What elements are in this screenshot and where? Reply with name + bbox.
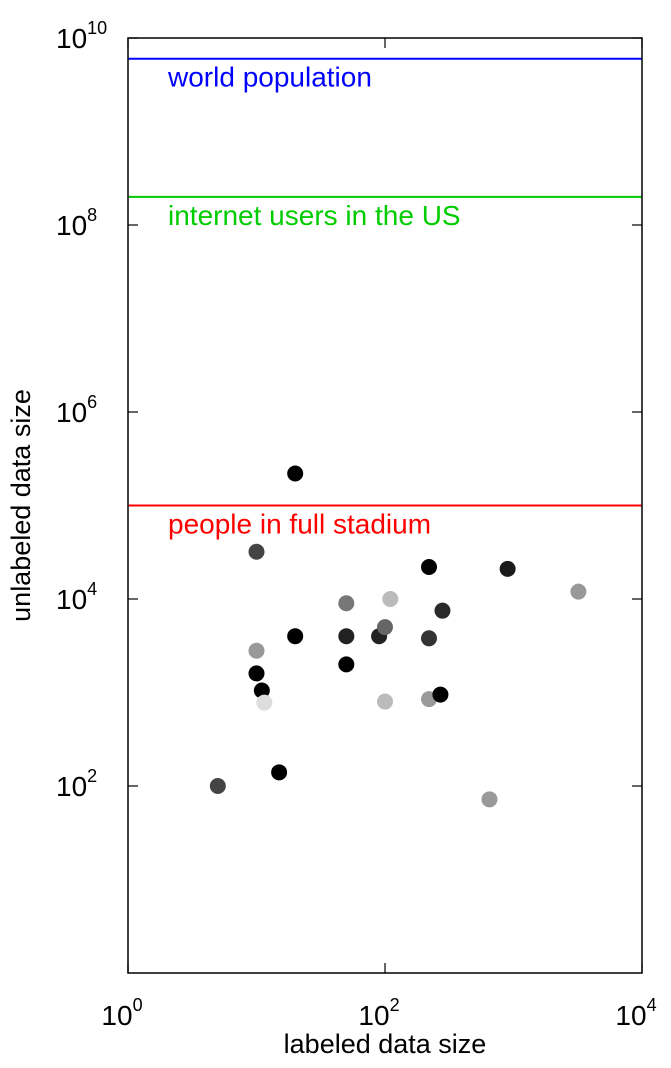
data-point	[209, 778, 226, 794]
data-point	[481, 791, 498, 808]
data-point	[248, 642, 265, 659]
reference-line-label: internet users in the US	[168, 200, 461, 231]
y-axis-ticks: 102 104 106 108 1010	[56, 18, 642, 802]
data-point	[377, 693, 393, 710]
x-axis-ticks: 100 102 104	[101, 38, 657, 1031]
data-point	[338, 595, 355, 612]
data-point	[338, 628, 355, 645]
data-points	[209, 465, 587, 808]
data-point	[382, 591, 399, 607]
reference-lines: world population internet users in the US…	[128, 57, 642, 540]
y-tick-label: 102	[56, 766, 97, 802]
x-tick-label: 104	[615, 995, 656, 1031]
x-tick-label: 100	[101, 995, 142, 1031]
data-point	[570, 583, 587, 600]
data-point	[271, 764, 288, 781]
data-point	[377, 619, 393, 636]
data-point	[421, 630, 438, 647]
data-point	[287, 465, 304, 482]
data-point	[432, 686, 449, 703]
data-point	[253, 682, 270, 699]
reference-line-label: world population	[167, 62, 372, 93]
x-tick-label: 102	[358, 995, 399, 1031]
y-tick-label: 1010	[56, 18, 107, 54]
data-point	[421, 558, 438, 575]
data-point	[338, 656, 355, 673]
y-tick-label: 108	[56, 205, 97, 241]
data-point	[287, 628, 304, 645]
data-point	[248, 543, 265, 560]
data-point	[499, 560, 516, 577]
y-axis-label: unlabeled data size	[6, 389, 36, 622]
y-tick-label: 104	[56, 579, 97, 615]
data-point	[434, 602, 451, 619]
data-point	[256, 694, 273, 711]
x-axis-label: labeled data size	[284, 1029, 487, 1059]
data-point	[248, 665, 265, 682]
y-tick-label: 106	[56, 392, 97, 428]
reference-line-label: people in full stadium	[168, 509, 431, 540]
